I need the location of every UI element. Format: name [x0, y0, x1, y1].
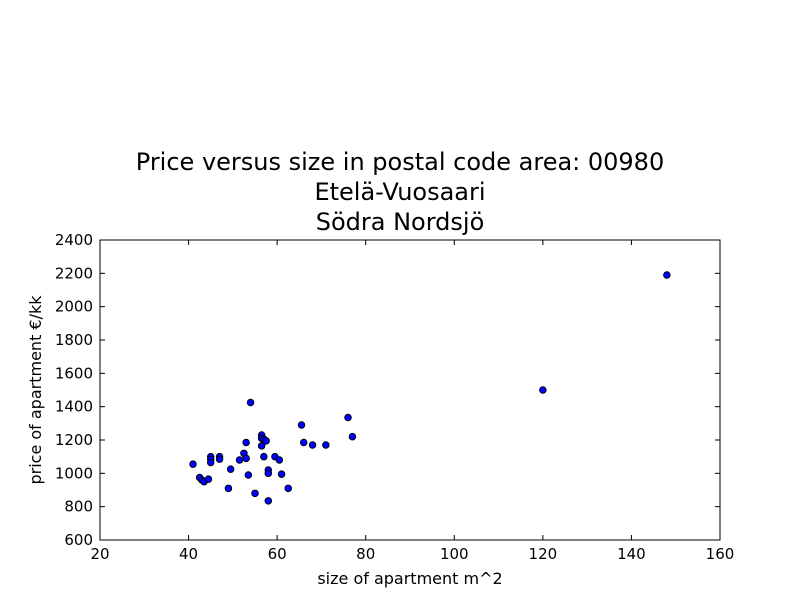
data-point [206, 458, 215, 467]
chart-title-line-3: Södra Nordsjö [315, 208, 485, 236]
x-tick-label: 80 [356, 545, 375, 563]
y-tick-label: 600 [64, 531, 93, 549]
x-tick-label: 40 [179, 545, 198, 563]
data-point [297, 421, 306, 429]
y-tick-label: 1600 [55, 364, 93, 382]
data-point [244, 471, 253, 479]
data-point [308, 441, 317, 449]
x-tick-label: 60 [268, 545, 287, 563]
y-tick-label: 2200 [55, 264, 93, 282]
data-point [251, 489, 259, 498]
data-point [235, 456, 244, 464]
x-tick-label: 20 [90, 545, 109, 563]
data-point [242, 438, 250, 447]
data-point [663, 271, 671, 279]
y-tick-label: 800 [64, 498, 93, 516]
data-point [348, 432, 357, 441]
y-tick-label: 1200 [55, 431, 93, 449]
plot-frame [99, 239, 721, 541]
data-point [264, 497, 273, 505]
data-point [322, 441, 330, 449]
data-point [260, 452, 268, 461]
data-point [344, 413, 352, 422]
data-point [226, 465, 235, 473]
x-tick-label: 120 [529, 545, 558, 563]
data-point [262, 437, 270, 445]
ticks-layer: 20 40 60 80 100 120 140 160 600 800 1000 1200 1400 16… [55, 231, 735, 563]
x-tick-label: 100 [440, 545, 469, 563]
y-tick-label: 2400 [55, 231, 93, 249]
data-point [246, 398, 255, 407]
data-point [299, 438, 308, 447]
x-tick-label: 140 [617, 545, 646, 563]
y-tick-label: 1000 [55, 464, 93, 482]
data-point [215, 455, 224, 463]
data-point [189, 460, 197, 468]
chart-title-line-2: Etelä-Vuosaari [314, 178, 486, 206]
y-tick-label: 1800 [55, 331, 93, 349]
data-point [264, 469, 273, 478]
data-point [277, 470, 286, 478]
points-layer [189, 271, 671, 505]
data-point [257, 442, 266, 450]
data-point [275, 456, 284, 464]
chart-title-line-1: Price versus size in postal code area: 0… [135, 148, 665, 176]
y-axis-label: price of apartment €/kk [26, 295, 45, 485]
x-axis-label: size of apartment m^2 [317, 569, 502, 588]
x-tick-label: 160 [706, 545, 735, 563]
y-tick-label: 2000 [55, 298, 93, 316]
data-point [224, 484, 233, 493]
data-point [284, 484, 292, 493]
data-point [242, 454, 250, 463]
y-tick-label: 1400 [55, 398, 93, 416]
data-point [539, 386, 547, 394]
data-point [204, 475, 213, 483]
